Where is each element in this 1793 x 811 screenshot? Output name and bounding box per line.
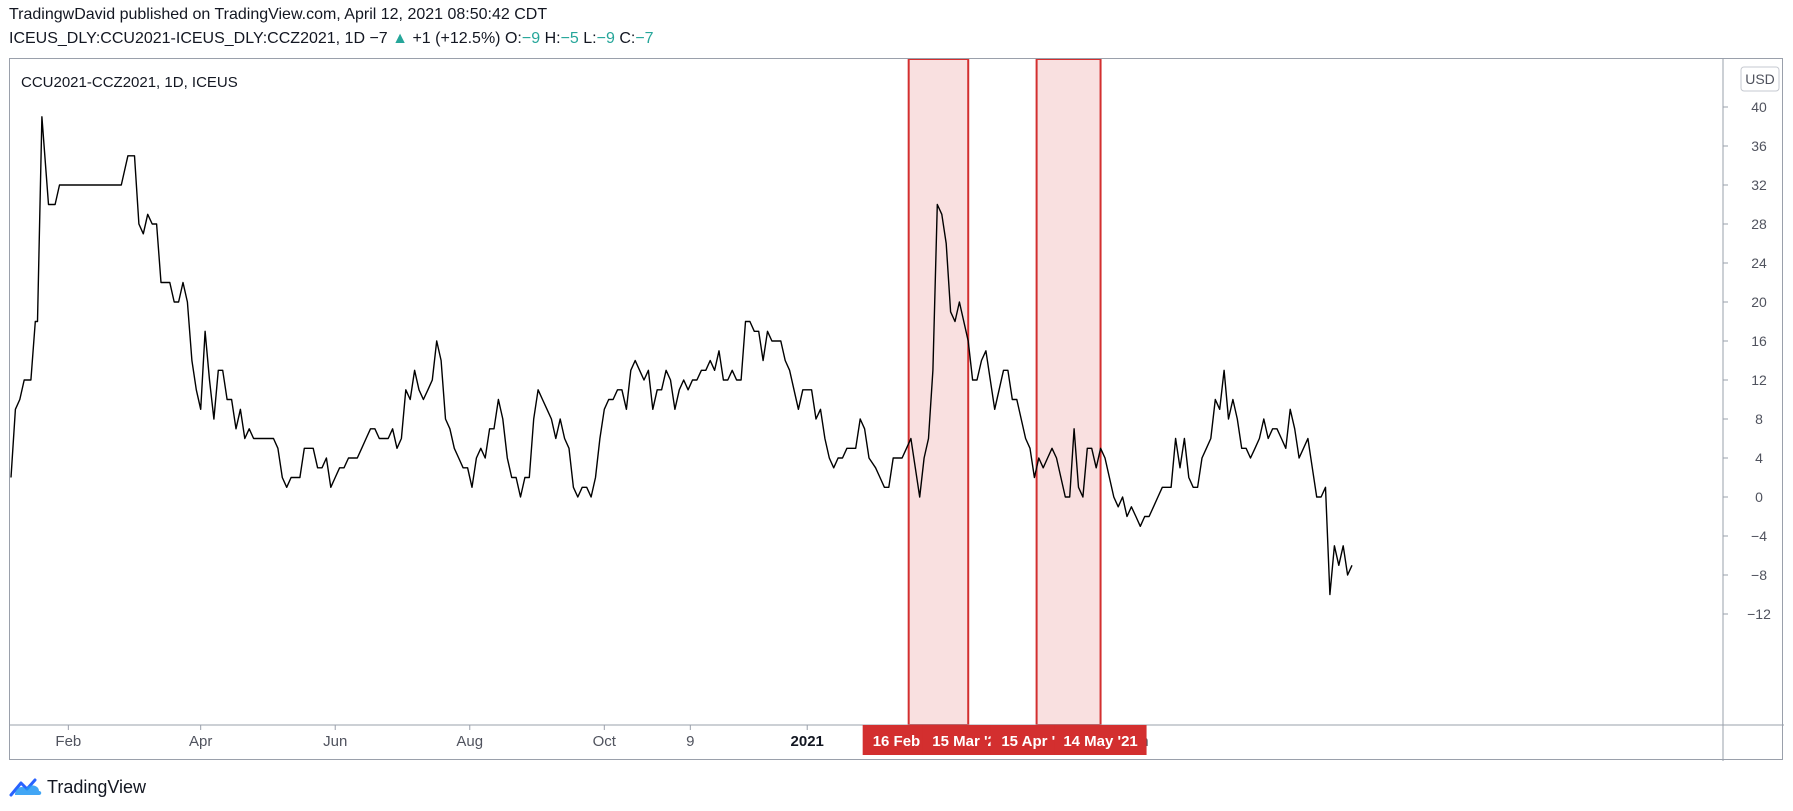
y-tick-label: −4 [1751,528,1767,544]
shaded-range-2 [1035,59,1102,726]
open-value: −9 [521,30,541,47]
range-date-label-bg [1054,725,1147,755]
publisher-line: TradingwDavid published on TradingView.c… [9,6,548,23]
close-label: C: [619,30,636,47]
footer-brand-label: TradingView [47,776,147,797]
y-tick-label: 4 [1755,450,1763,466]
y-tick-label: 28 [1751,216,1767,232]
y-tick-label: 20 [1751,294,1767,310]
x-tick-label: Aug [456,733,483,750]
y-tick-label: −8 [1751,567,1767,583]
low-label: L: [583,30,597,47]
x-tick-label: 9 [686,733,694,750]
x-tick-label: Apr [189,733,212,750]
symbol-info-line: ICEUS_DLY:CCU2021-ICEUS_DLY:CCZ2021, 1D … [9,30,654,48]
currency-badge[interactable]: USD [1740,66,1780,92]
y-tick-label: 32 [1751,177,1767,193]
y-tick-label: 12 [1751,372,1767,388]
price-series-line [10,116,1353,596]
y-tick-label: 16 [1751,333,1767,349]
chart-frame[interactable]: 40 36 32 28 24 20 16 12 8 4 0 −4 −8 −12 Feb Apr Jun Aug O… [9,58,1784,761]
shaded-range-1 [907,59,970,726]
x-tick-label: 2021 [791,733,824,750]
open-label: O: [504,30,522,47]
y-tick-label: 36 [1751,138,1767,154]
y-tick-label: −12 [1747,606,1771,622]
symbol-name: ICEUS_DLY:CCU2021-ICEUS_DLY:CCZ2021, 1D [9,30,365,47]
y-tick-label: 24 [1751,255,1767,271]
change-value: +1 (+12.5%) [412,30,501,47]
x-tick-label: Feb [55,733,81,750]
y-tick-label: 8 [1755,411,1763,427]
y-tick-label: 0 [1755,489,1763,505]
y-tick-label: 40 [1751,99,1767,115]
low-value: −9 [596,30,615,47]
high-value: −5 [560,30,579,47]
currency-label: USD [1745,71,1775,87]
close-value: −7 [635,30,654,47]
tradingview-logo-icon [9,778,42,797]
x-tick-label: Jun [323,733,347,750]
high-label: H: [544,30,561,47]
last-value: −7 [369,30,388,47]
footer-brand[interactable]: TradingView [9,775,146,799]
chart-title: CCU2021-CCZ2021, 1D, ICEUS [21,74,238,91]
range-date-label: 15 Mar '21 [932,733,1004,750]
range-date-label: 14 May '21 [1063,733,1137,750]
range-date-label: 15 Apr '21 [1001,733,1072,750]
up-arrow-icon: ▲ [392,30,408,47]
x-tick-label: Oct [593,733,617,750]
